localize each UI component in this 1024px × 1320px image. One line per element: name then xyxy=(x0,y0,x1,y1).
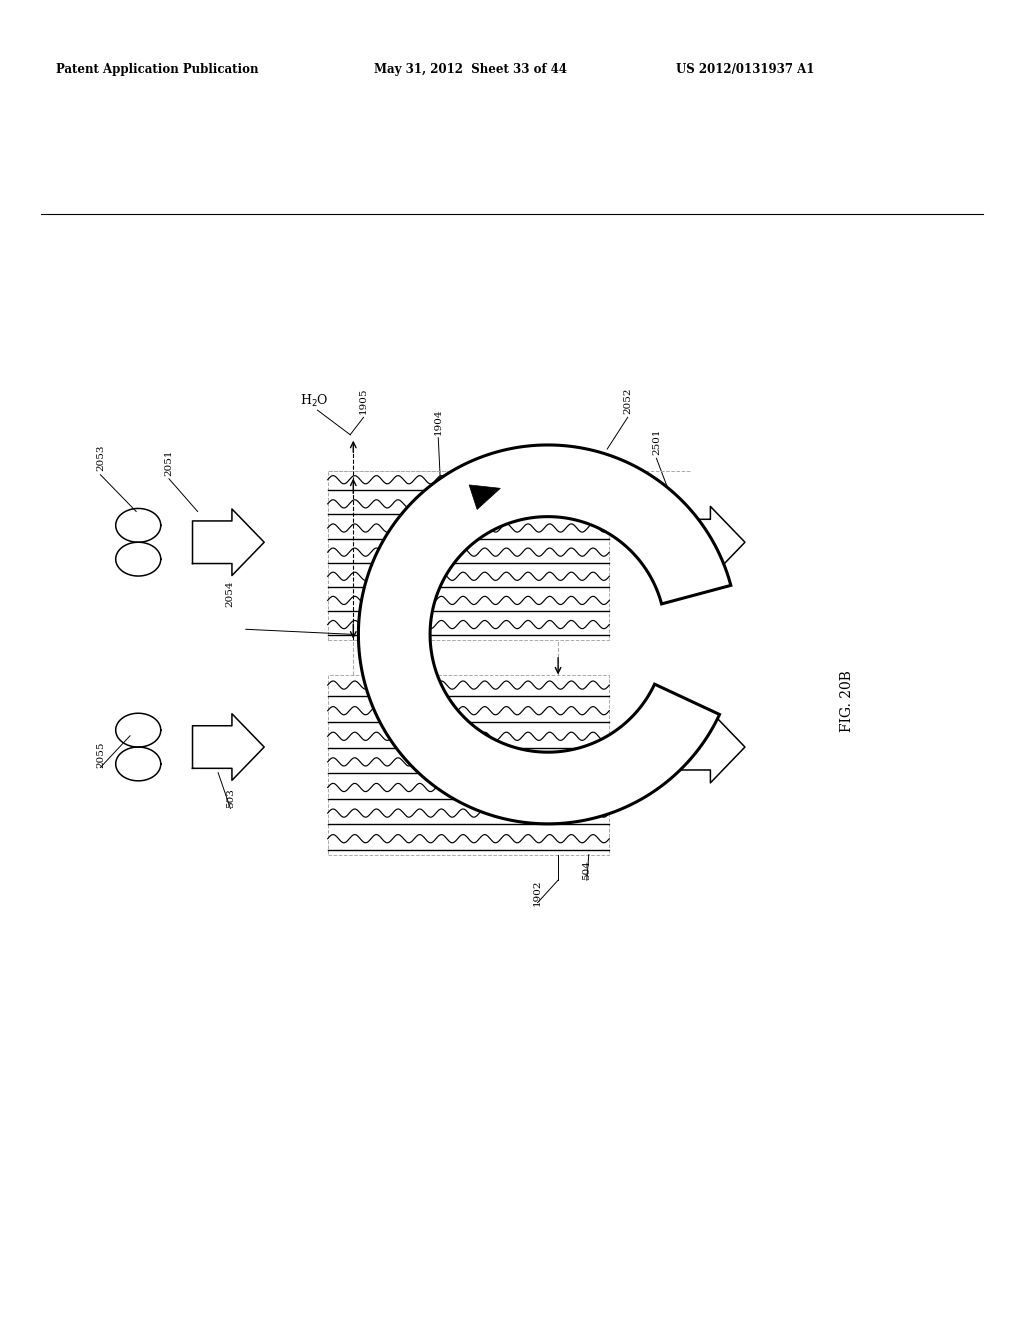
Text: May 31, 2012  Sheet 33 of 44: May 31, 2012 Sheet 33 of 44 xyxy=(374,63,566,77)
Text: 2052: 2052 xyxy=(624,388,632,414)
Text: 2051: 2051 xyxy=(165,449,173,475)
Polygon shape xyxy=(367,627,401,663)
Text: 1905: 1905 xyxy=(359,388,368,414)
Text: 503: 503 xyxy=(226,788,234,808)
Bar xyxy=(328,676,609,854)
Text: 1904: 1904 xyxy=(434,408,442,434)
Text: 2501: 2501 xyxy=(652,429,660,455)
Text: Patent Application Publication: Patent Application Publication xyxy=(56,63,259,77)
Text: US 2012/0131937 A1: US 2012/0131937 A1 xyxy=(676,63,814,77)
Text: 2055: 2055 xyxy=(96,741,104,767)
Text: FIG. 20B: FIG. 20B xyxy=(840,671,854,731)
Text: 2053: 2053 xyxy=(96,444,104,470)
Text: 2054: 2054 xyxy=(225,581,233,607)
Bar xyxy=(328,470,609,639)
Text: 1902: 1902 xyxy=(534,879,542,906)
Text: 504: 504 xyxy=(583,861,591,880)
Text: H$_2$O: H$_2$O xyxy=(300,393,329,409)
Polygon shape xyxy=(469,484,501,510)
Polygon shape xyxy=(358,445,731,824)
